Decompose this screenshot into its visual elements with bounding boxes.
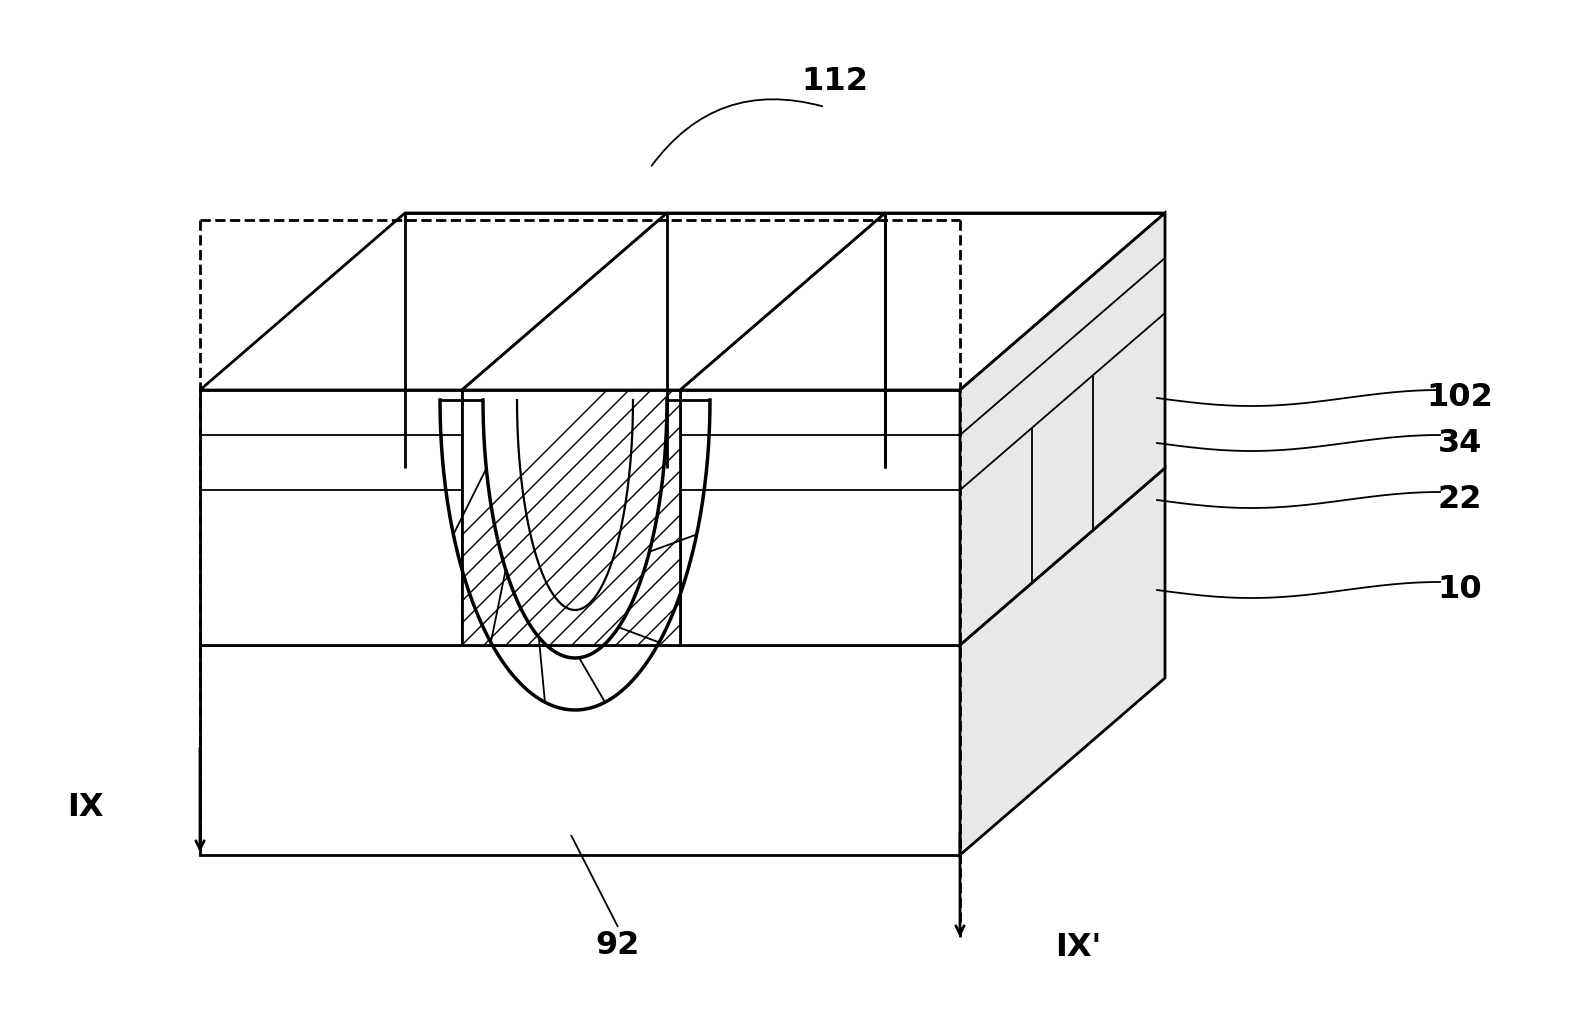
- Text: IX: IX: [66, 793, 103, 823]
- Text: 34: 34: [1438, 427, 1482, 459]
- Polygon shape: [680, 213, 1165, 390]
- Text: 22: 22: [1438, 484, 1482, 515]
- Text: 112: 112: [802, 67, 868, 97]
- Text: 102: 102: [1427, 383, 1493, 414]
- Text: 92: 92: [596, 930, 641, 961]
- Text: IX': IX': [1054, 933, 1101, 964]
- Polygon shape: [680, 390, 959, 645]
- Polygon shape: [200, 468, 1165, 645]
- Polygon shape: [462, 390, 680, 645]
- Polygon shape: [959, 468, 1165, 855]
- Polygon shape: [959, 213, 1165, 645]
- Polygon shape: [200, 213, 667, 390]
- Polygon shape: [462, 213, 885, 390]
- Polygon shape: [200, 645, 959, 855]
- Polygon shape: [200, 390, 462, 645]
- Text: 10: 10: [1438, 574, 1482, 605]
